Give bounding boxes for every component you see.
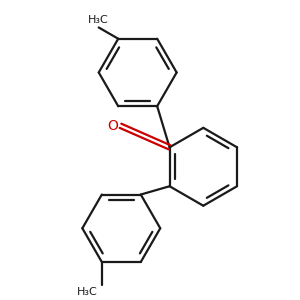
Text: H₃C: H₃C bbox=[77, 286, 98, 297]
Text: H₃C: H₃C bbox=[88, 15, 109, 26]
Text: O: O bbox=[108, 119, 118, 133]
